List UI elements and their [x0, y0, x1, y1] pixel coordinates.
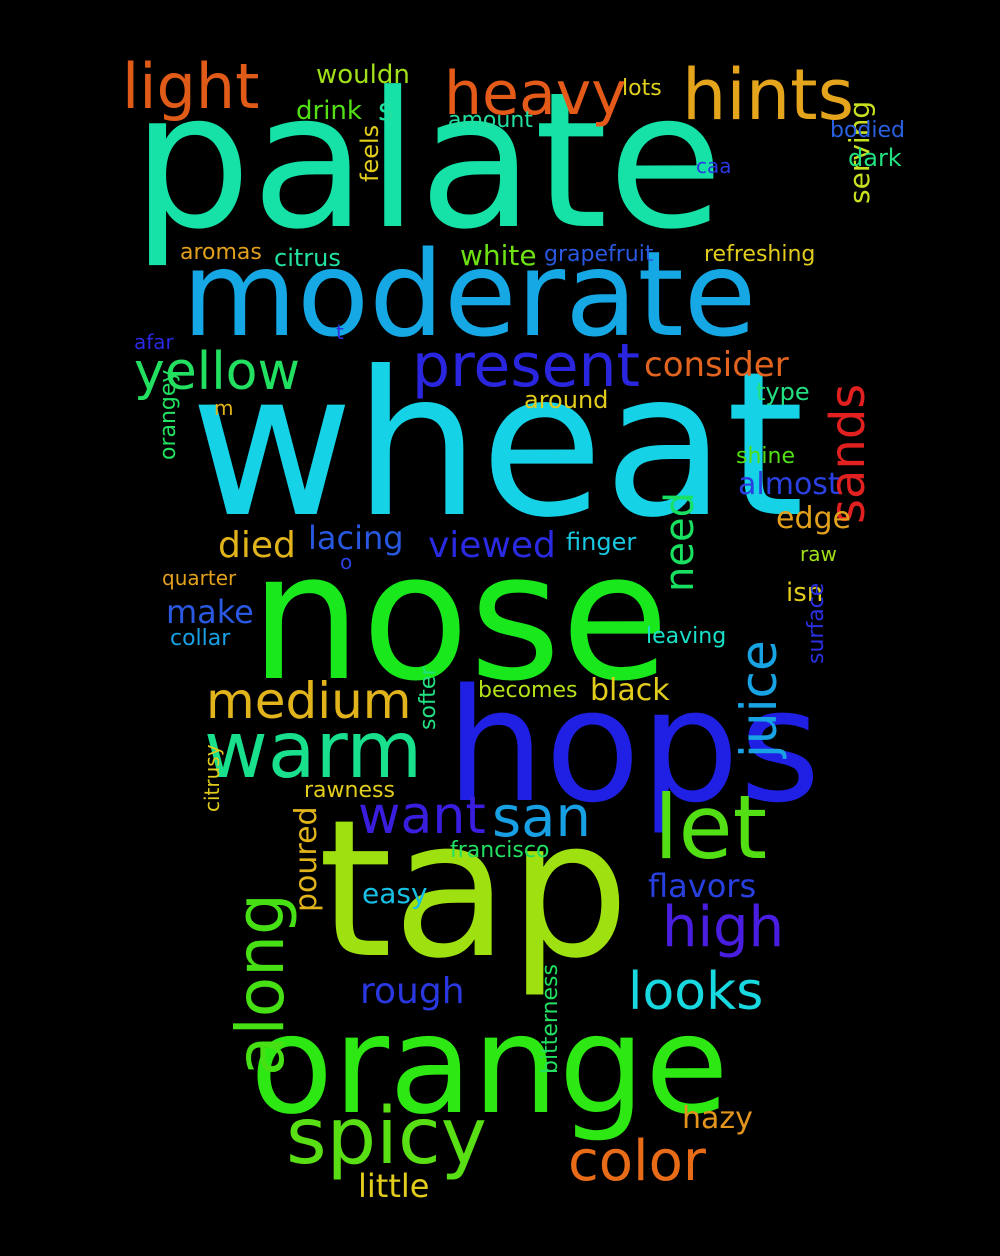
word-little: little — [358, 1167, 430, 1205]
word-surface: surface — [804, 582, 829, 664]
word-black: black — [590, 673, 670, 708]
word-caa: caa — [696, 154, 732, 178]
word-wouldn: wouldn — [316, 60, 410, 90]
word-easy: easy — [362, 877, 428, 910]
word-spicy: spicy — [286, 1092, 487, 1182]
word-almost: almost — [738, 467, 840, 502]
word-afar: afar — [134, 330, 174, 354]
word-tap: tap — [318, 779, 630, 1000]
word-rawness: rawness — [304, 778, 395, 803]
word-m: m — [214, 396, 234, 420]
word-hazy: hazy — [682, 1101, 753, 1136]
word-becomes: becomes — [478, 678, 578, 703]
word-nose: nose — [250, 515, 670, 720]
word-san: san — [492, 785, 591, 850]
word-palate: palate — [132, 52, 724, 271]
word-feels: feels — [356, 124, 384, 182]
word-present: present — [412, 331, 641, 401]
word-amount: amount — [448, 108, 533, 133]
word-lacing: lacing — [308, 519, 404, 557]
word-isn: isn — [786, 578, 824, 608]
word-s: s — [378, 93, 394, 128]
word-need: need — [657, 492, 703, 592]
word-yellow: yellow — [134, 342, 301, 402]
word-light: light — [122, 50, 260, 123]
word-francisco: francisco — [450, 838, 550, 863]
word-want: want — [358, 786, 486, 846]
word-dark: dark — [848, 144, 902, 172]
word-aromas: aromas — [180, 240, 262, 265]
word-died: died — [218, 525, 296, 566]
word-around: around — [524, 386, 609, 414]
word-type: type — [756, 378, 810, 406]
word-medium: medium — [206, 672, 412, 730]
word-bodied: bodied — [830, 118, 906, 143]
word-warm: warm — [204, 706, 423, 796]
word-orangey: orangey — [156, 369, 181, 460]
word-moderate: moderate — [182, 225, 757, 363]
word-grapefruit: grapefruit — [544, 242, 654, 267]
word-collar: collar — [170, 626, 231, 651]
word-make: make — [166, 593, 254, 631]
word-refreshing: refreshing — [704, 242, 816, 267]
word-bitterness: bitterness — [538, 964, 563, 1074]
word-orange: orange — [250, 987, 729, 1145]
word-o: o — [340, 550, 353, 574]
word-drink: drink — [296, 96, 362, 126]
word-raw: raw — [800, 542, 837, 566]
word-citrus: citrus — [274, 244, 341, 272]
word-finger: finger — [566, 528, 637, 556]
word-shine: shine — [736, 444, 795, 469]
word-citrusy: citrusy — [200, 744, 224, 812]
word-along: along — [222, 893, 299, 1076]
word-high: high — [662, 895, 785, 960]
word-t: t — [336, 320, 344, 344]
word-wheat: wheat — [190, 329, 805, 562]
word-flavors: flavors — [648, 867, 757, 905]
word-viewed: viewed — [428, 525, 556, 566]
word-color: color — [568, 1129, 706, 1194]
word-edge: edge — [776, 501, 851, 536]
word-hops: hops — [446, 655, 821, 837]
word-hints: hints — [682, 54, 855, 136]
word-leaving: leaving — [646, 624, 727, 649]
word-rough: rough — [360, 971, 465, 1012]
word-softer: softer — [416, 666, 441, 731]
word-let: let — [654, 776, 768, 879]
word-juice: juice — [730, 640, 788, 758]
word-lots: lots — [622, 76, 662, 101]
word-white: white — [460, 239, 537, 272]
word-poured: poured — [289, 806, 324, 912]
word-consider: consider — [644, 345, 789, 385]
word-quarter: quarter — [162, 566, 237, 590]
word-looks: looks — [628, 962, 764, 1022]
word-heavy: heavy — [444, 59, 627, 129]
